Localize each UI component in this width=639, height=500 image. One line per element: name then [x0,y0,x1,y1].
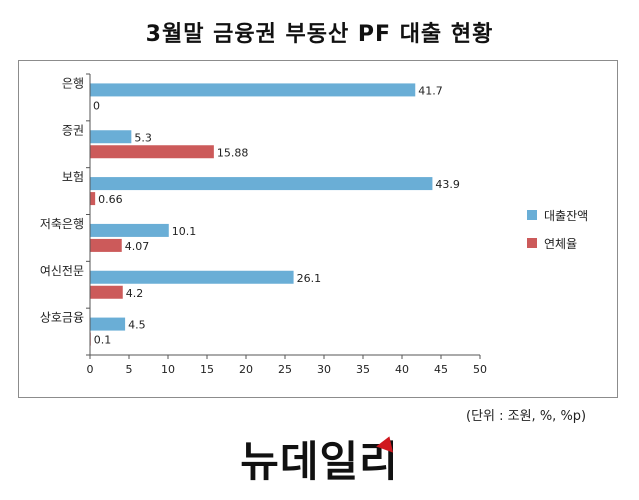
bar-chart: 은행 41.7 0 증권 5.3 15.88 보험 43.9 0.66 저축은행 10.1 4.07 여… [40,73,588,376]
category-label: 증권 [62,123,84,137]
bar-loan [90,130,132,144]
data-label: 5.3 [134,131,152,144]
bar-delinquency [90,192,96,206]
category-label: 저축은행 [40,216,84,231]
bar-loan [90,270,294,284]
x-tick-label: 20 [239,363,253,376]
x-tick-label: 15 [200,363,214,376]
bar-loan [90,317,126,331]
data-label: 0.1 [94,334,112,347]
category-label: 은행 [62,75,84,90]
x-tick-label: 10 [161,363,175,376]
logo-text: 뉴데일리 [240,437,399,486]
data-label: 41.7 [418,84,443,97]
data-label: 15.88 [217,146,249,159]
data-label: 4.2 [126,287,144,300]
x-tick-label: 25 [278,363,292,376]
x-tick-label: 35 [356,363,370,376]
bar-loan [90,223,169,237]
data-label: 26.1 [297,272,322,285]
data-label: 10.1 [172,225,197,238]
bar-delinquency [90,145,214,159]
x-tick-label: 0 [87,363,94,376]
x-tick-label: 50 [473,363,487,376]
page-title: 3월말 금융권 부동산 PF 대출 현황 [145,22,494,47]
x-tick-label: 40 [395,363,409,376]
category-label: 보험 [62,170,84,184]
bar-loan [90,83,416,97]
category-label: 여신전문 [40,264,84,278]
legend-label: 대출잔액 [544,209,588,223]
legend-swatch [527,210,537,220]
data-label: 0 [93,99,100,112]
logo: 뉴데일리 [0,428,639,489]
legend-swatch [527,238,537,248]
data-label: 43.9 [435,178,460,191]
legend-label: 연체율 [544,237,577,251]
data-label: 4.07 [125,240,150,253]
category-label: 상호금융 [40,311,84,325]
x-tick-label: 30 [317,363,331,376]
unit-note: (단위 : 조원, %, %p) [466,409,587,424]
bar-loan [90,177,433,191]
bar-delinquency [90,285,123,299]
chart-frame [18,60,618,398]
x-tick-label: 5 [126,363,133,376]
x-tick-label: 45 [434,363,448,376]
bar-delinquency [90,238,122,252]
data-label: 4.5 [128,319,146,332]
data-label: 0.66 [98,193,123,206]
